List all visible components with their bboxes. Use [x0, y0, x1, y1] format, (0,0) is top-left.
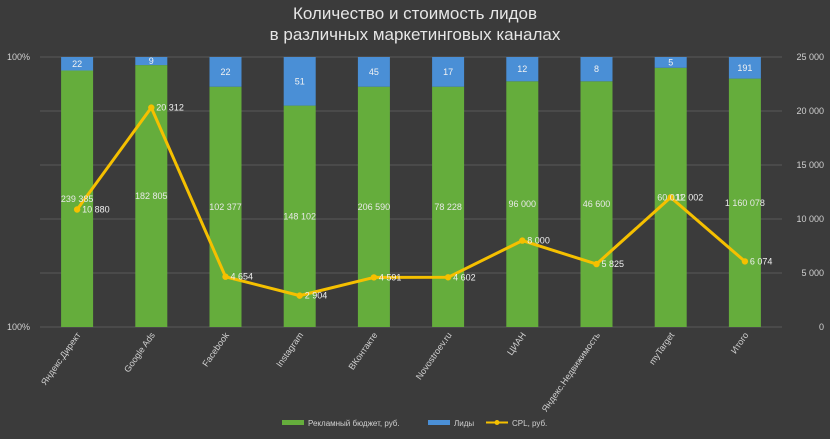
- bar-budget: [432, 86, 465, 327]
- right-axis: 0 5 000 10 000 15 000 20 000 25 000: [796, 52, 824, 332]
- bar-leads: [506, 57, 539, 82]
- data-label-budget: 1 160 078: [725, 198, 765, 208]
- legend-swatch-cpl-marker: [494, 420, 500, 425]
- bar-leads: [209, 57, 242, 87]
- bar-leads: [283, 57, 316, 106]
- data-label-leads: 8: [594, 64, 599, 74]
- data-label-budget: 96 000: [509, 199, 537, 209]
- bar-budget: [357, 86, 390, 327]
- cpl-point: [593, 260, 600, 268]
- data-label-leads: 17: [443, 67, 453, 77]
- bar-budget: [61, 70, 94, 327]
- data-label-leads: 12: [517, 64, 527, 74]
- cpl-point: [370, 274, 378, 281]
- chart-title-line-1: Количество и стоимость лидов: [293, 4, 537, 23]
- bar-leads: [728, 57, 761, 79]
- data-label-leads: 22: [72, 59, 82, 69]
- data-label-budget: 148 102: [283, 211, 316, 221]
- right-axis-tick: 5 000: [801, 268, 824, 278]
- left-axis-tick-bottom: 100%: [7, 322, 30, 332]
- bar-budget: [209, 86, 242, 327]
- data-label-leads: 51: [295, 76, 305, 86]
- right-axis-tick: 25 000: [796, 52, 824, 62]
- cpl-line-layer: [73, 104, 749, 299]
- bar-leads: [357, 57, 390, 87]
- data-label-cpl: 4 591: [379, 272, 402, 282]
- data-label-cpl: 6 074: [750, 256, 773, 266]
- chart-title-line-2: в различных маркетинговых каналах: [270, 25, 561, 44]
- left-axis-tick-top: 100%: [7, 52, 30, 62]
- bars: [61, 57, 761, 328]
- legend-label-cpl: CPL, руб.: [512, 419, 547, 428]
- data-label-budget: 182 805: [135, 191, 168, 201]
- data-label-budget: 46 600: [583, 199, 611, 209]
- cpl-point: [519, 237, 526, 244]
- cpl-line: [75, 106, 746, 298]
- data-label-cpl: 4 602: [453, 272, 476, 282]
- data-label-leads: 5: [668, 57, 673, 67]
- right-axis-tick: 0: [819, 322, 824, 332]
- data-label-leads: 22: [220, 67, 230, 77]
- data-label-cpl: 10 880: [82, 204, 110, 214]
- data-label-budget: 60 011: [657, 192, 684, 202]
- bar-leads: [135, 57, 168, 66]
- legend-swatch-budget: [282, 420, 304, 425]
- legend-label-leads: Лиды: [454, 419, 474, 428]
- data-label-budget: 239 385: [61, 194, 94, 204]
- cpl-point: [296, 292, 303, 299]
- cpl-point: [741, 258, 749, 265]
- right-axis-tick: 20 000: [796, 106, 824, 116]
- data-label-cpl: 2 904: [305, 291, 328, 301]
- legend-swatch-leads: [428, 420, 450, 425]
- data-label-leads: 191: [737, 63, 752, 73]
- bar-labels: 22 239 385 9 182 805 22 102 377 51 148 102 45 206…: [61, 56, 773, 301]
- bar-budget: [580, 81, 613, 327]
- cpl-point: [73, 206, 81, 213]
- bar-leads: [654, 57, 687, 68]
- data-label-cpl: 8 000: [527, 236, 550, 246]
- data-label-cpl: 5 825: [602, 259, 625, 269]
- data-label-cpl: 4 654: [231, 272, 254, 282]
- cpl-point: [444, 274, 452, 281]
- legend: Рекламный бюджет, руб. Лиды CPL, руб.: [282, 419, 547, 428]
- data-label-budget: 102 377: [209, 202, 242, 212]
- cpl-point: [667, 194, 674, 201]
- bar-budget: [506, 81, 539, 327]
- right-axis-tick: 10 000: [796, 214, 824, 224]
- bar-leads: [432, 57, 465, 87]
- cpl-point: [222, 273, 229, 280]
- bar-leads: [61, 57, 94, 71]
- bar-budget: [283, 105, 316, 327]
- data-label-leads: 45: [369, 67, 379, 77]
- data-label-leads: 9: [149, 56, 154, 66]
- bar-budget: [728, 78, 761, 327]
- data-label-cpl: 12 002: [676, 192, 704, 202]
- data-label-budget: 206 590: [358, 202, 391, 212]
- data-label-budget: 78 228: [434, 202, 462, 212]
- legend-label-budget: Рекламный бюджет, руб.: [308, 419, 400, 428]
- bar-leads: [580, 57, 613, 82]
- right-axis-tick: 15 000: [796, 160, 824, 170]
- data-label-cpl: 20 312: [156, 103, 184, 113]
- cpl-point: [148, 104, 155, 111]
